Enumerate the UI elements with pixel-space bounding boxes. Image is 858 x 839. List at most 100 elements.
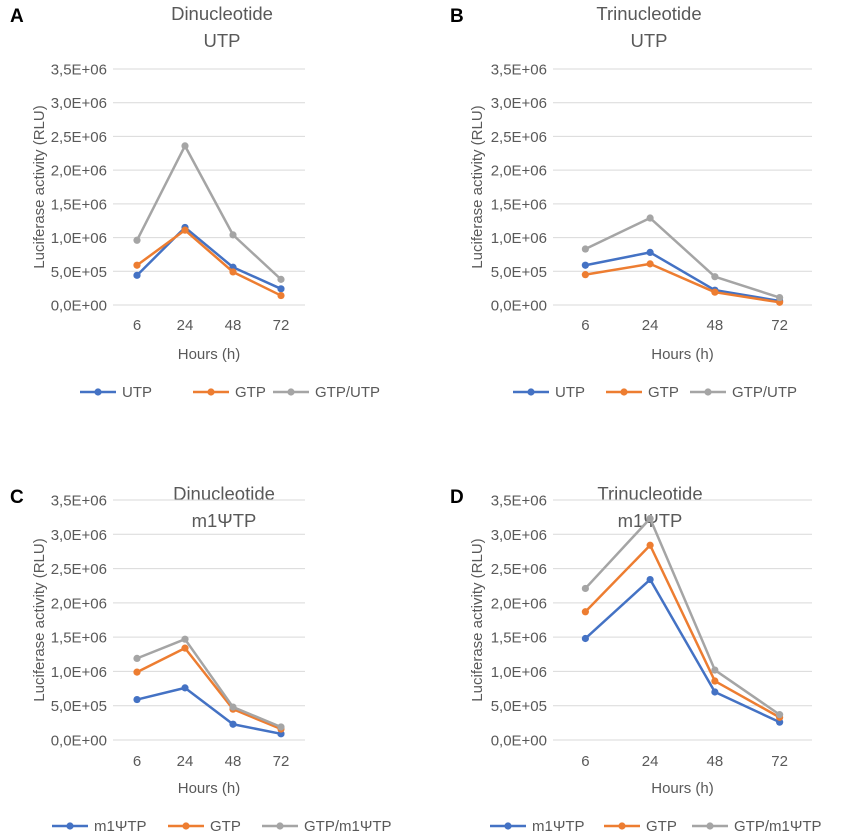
legend-marker bbox=[182, 822, 190, 830]
data-point bbox=[181, 635, 189, 643]
legend-label: GTP bbox=[210, 818, 241, 835]
legend-label: GTP bbox=[648, 384, 679, 401]
data-point bbox=[581, 634, 589, 643]
x-axis-label: Hours (h) bbox=[178, 780, 241, 797]
data-point bbox=[711, 273, 719, 281]
y-tick-label: 0,0E+00 bbox=[491, 733, 547, 750]
y-tick-label: 3,5E+06 bbox=[491, 493, 547, 510]
data-point bbox=[133, 695, 141, 704]
x-tick-label: 48 bbox=[225, 317, 242, 334]
series-line bbox=[136, 686, 282, 736]
chart-panel-b: B Trinucleotide UTP 0,0E+00 5,0E+05 1,0E+06 1,… bbox=[450, 3, 812, 401]
x-tick-label: 6 bbox=[133, 317, 141, 334]
chart-title-line: UTP bbox=[631, 30, 668, 51]
y-tick-label: 5,0E+05 bbox=[51, 264, 107, 281]
data-point bbox=[581, 261, 589, 269]
data-point bbox=[776, 711, 784, 719]
y-tick-label: 1,5E+06 bbox=[51, 630, 107, 647]
chart-title-line: Dinucleotide bbox=[171, 3, 273, 24]
data-point bbox=[581, 271, 589, 279]
data-point bbox=[277, 723, 285, 731]
x-tick-label: 72 bbox=[273, 317, 290, 334]
legend-marker bbox=[527, 388, 535, 396]
data-point bbox=[229, 268, 237, 276]
x-axis-label: Hours (h) bbox=[651, 346, 714, 363]
legend-marker bbox=[207, 388, 215, 396]
panel-letter: A bbox=[10, 6, 24, 27]
data-point bbox=[646, 514, 654, 523]
y-tick-label: 1,0E+06 bbox=[491, 664, 547, 681]
legend-label: GTP bbox=[235, 384, 266, 401]
legend-label: GTP/m1ΨTP bbox=[304, 818, 392, 835]
x-axis-label: Hours (h) bbox=[651, 780, 714, 797]
chart-panel-d: D Trinucleotide m1ΨTP 0,0E+00 5,0E+05 1,0E+06… bbox=[450, 483, 822, 835]
data-point bbox=[277, 275, 285, 283]
y-tick-label: 3,5E+06 bbox=[51, 493, 107, 510]
y-tick-label: 2,0E+06 bbox=[51, 595, 107, 612]
data-point bbox=[133, 236, 141, 244]
data-point bbox=[229, 720, 237, 728]
x-tick-label: 72 bbox=[771, 317, 788, 334]
series-line bbox=[584, 578, 781, 724]
legend-label: m1ΨTP bbox=[532, 818, 585, 835]
legend-marker bbox=[706, 822, 714, 830]
y-tick-label: 3,0E+06 bbox=[491, 95, 547, 112]
x-tick-label: 24 bbox=[177, 317, 194, 334]
legend-marker bbox=[618, 822, 626, 830]
y-tick-label: 1,0E+06 bbox=[491, 230, 547, 247]
y-tick-label: 2,5E+06 bbox=[51, 561, 107, 578]
data-point bbox=[646, 541, 654, 549]
y-tick-label: 3,5E+06 bbox=[51, 62, 107, 79]
y-tick-label: 2,0E+06 bbox=[51, 163, 107, 180]
data-point bbox=[581, 584, 589, 593]
panel-letter: C bbox=[10, 487, 24, 508]
y-axis-label: Luciferase activity (RLU) bbox=[469, 105, 486, 268]
data-point bbox=[581, 245, 589, 253]
legend-label: UTP bbox=[122, 384, 152, 401]
data-point bbox=[181, 226, 189, 234]
y-tick-label: 5,0E+05 bbox=[491, 264, 547, 281]
x-tick-label: 24 bbox=[177, 753, 194, 770]
data-point bbox=[711, 688, 719, 696]
data-point bbox=[711, 288, 719, 296]
chart-panel-c: C Dinucleotide m1ΨTP 0,0E+00 5,0E+05 1,0E+06 1… bbox=[10, 483, 392, 835]
x-tick-label: 72 bbox=[273, 753, 290, 770]
y-tick-label: 1,0E+06 bbox=[51, 664, 107, 681]
data-point bbox=[133, 261, 141, 269]
x-tick-label: 6 bbox=[581, 753, 589, 770]
series-line bbox=[136, 228, 282, 297]
chart-panel-a: A Dinucleotide UTP 0,0E+00 5,0E+05 1,0E+06 1,5… bbox=[10, 3, 380, 401]
data-point bbox=[181, 644, 189, 652]
data-point bbox=[229, 231, 237, 239]
data-point bbox=[133, 271, 141, 279]
y-tick-label: 3,0E+06 bbox=[51, 95, 107, 112]
y-tick-label: 1,0E+06 bbox=[51, 230, 107, 247]
x-tick-label: 24 bbox=[642, 753, 659, 770]
x-tick-label: 24 bbox=[642, 317, 659, 334]
y-axis-label: Luciferase activity (RLU) bbox=[31, 105, 48, 268]
series-line bbox=[136, 646, 282, 731]
series-line bbox=[135, 144, 282, 281]
y-tick-label: 1,5E+06 bbox=[491, 196, 547, 213]
y-tick-label: 2,0E+06 bbox=[491, 595, 547, 612]
legend-label: m1ΨTP bbox=[94, 818, 147, 835]
y-tick-label: 2,5E+06 bbox=[491, 561, 547, 578]
legend-marker bbox=[94, 388, 102, 396]
legend-label: GTP bbox=[646, 818, 677, 835]
y-tick-label: 0,0E+00 bbox=[51, 733, 107, 750]
chart-title-line: Trinucleotide bbox=[596, 3, 701, 24]
series-line bbox=[136, 637, 282, 729]
data-point bbox=[277, 285, 285, 293]
data-point bbox=[646, 575, 654, 584]
y-tick-label: 0,0E+00 bbox=[491, 298, 547, 315]
x-tick-label: 6 bbox=[133, 753, 141, 770]
data-point bbox=[581, 608, 589, 616]
x-tick-label: 48 bbox=[225, 753, 242, 770]
chart-title-line: m1ΨTP bbox=[192, 510, 257, 531]
series-line bbox=[584, 517, 781, 716]
x-tick-label: 48 bbox=[707, 753, 724, 770]
series-line bbox=[584, 544, 781, 719]
y-tick-label: 3,0E+06 bbox=[51, 527, 107, 544]
series-line bbox=[136, 226, 282, 290]
